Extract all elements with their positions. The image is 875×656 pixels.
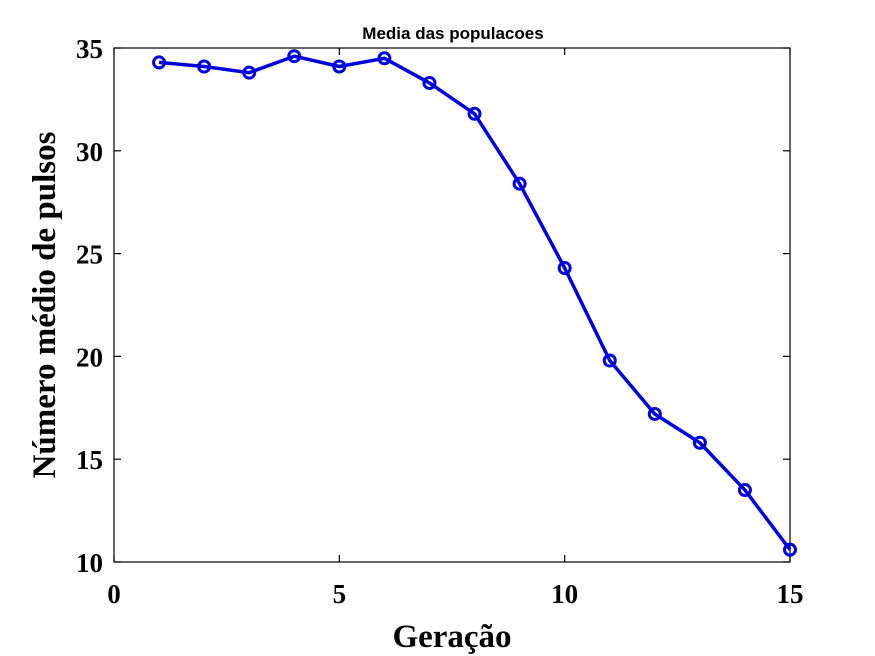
data-point <box>512 176 527 191</box>
y-tick-labels: 10 15 20 25 30 35 <box>76 34 103 578</box>
data-point <box>467 106 482 121</box>
x-tick-label: 10 <box>551 579 578 609</box>
data-point <box>602 353 617 368</box>
data-point <box>152 55 167 70</box>
data-point <box>692 435 707 450</box>
data-point <box>422 75 437 90</box>
y-tick-label: 35 <box>76 34 103 64</box>
x-tick-label: 15 <box>777 579 804 609</box>
y-tick-label: 15 <box>76 445 103 475</box>
x-tick-label: 0 <box>107 579 121 609</box>
data-point <box>557 260 572 275</box>
x-tick-labels: 0 5 10 15 <box>107 579 803 609</box>
data-point <box>197 59 212 74</box>
data-point <box>332 59 347 74</box>
data-point <box>377 51 392 66</box>
x-tick-label: 5 <box>333 579 347 609</box>
series-layer <box>152 49 797 557</box>
y-tick-label: 20 <box>76 342 103 372</box>
y-tick-label: 30 <box>76 137 103 167</box>
y-axis-label: Número médio de pulsos <box>27 131 63 478</box>
data-point <box>737 483 752 498</box>
series-line <box>158 54 792 551</box>
data-point <box>647 406 662 421</box>
data-point <box>783 542 797 557</box>
data-point <box>287 49 302 64</box>
plot-area <box>113 47 791 563</box>
y-tick-label: 10 <box>76 548 103 578</box>
axis-ticks <box>113 47 791 563</box>
chart-title: Media das populacoes <box>362 24 543 43</box>
x-axis-label: Geração <box>392 619 511 655</box>
data-point <box>242 65 257 80</box>
y-tick-label: 25 <box>76 240 103 270</box>
